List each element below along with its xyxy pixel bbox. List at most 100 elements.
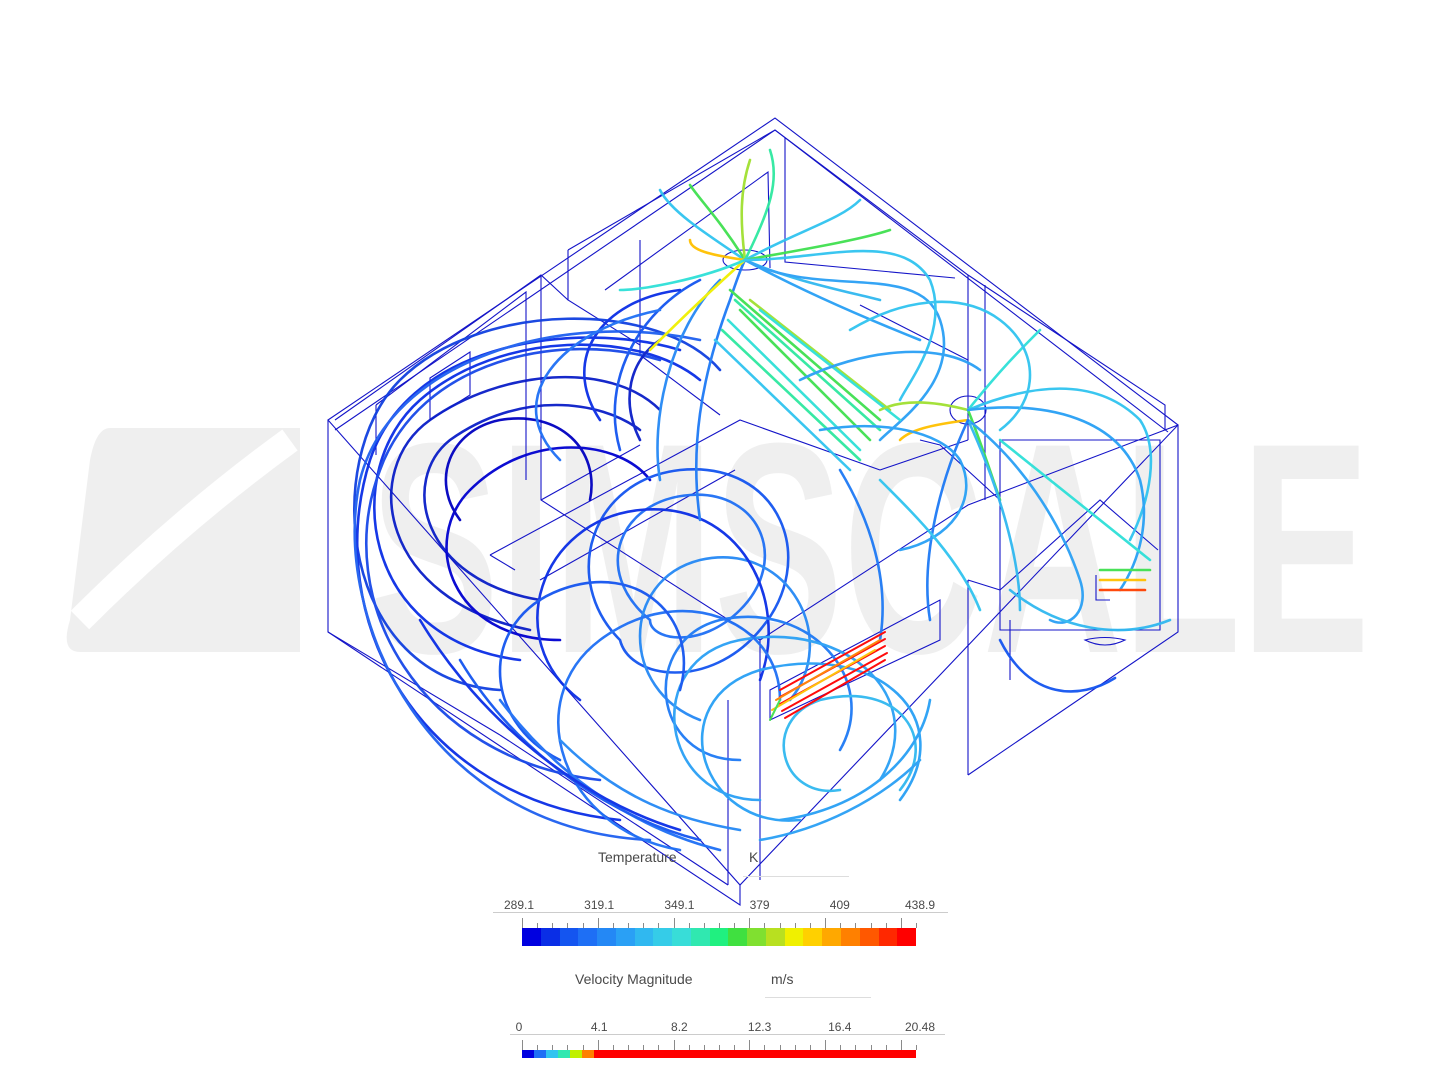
temperature-colorbar-segment [653,928,673,946]
temperature-minor-tick [567,923,569,928]
velocity-minor-tick [567,1045,569,1050]
velocity-minor-tick [764,1045,766,1050]
temperature-minor-tick [537,923,539,928]
temperature-tick-label: 379 [749,898,770,912]
temperature-major-tick [900,918,902,928]
velocity-colorbar-segment [808,1050,821,1058]
velocity-minor-tick [537,1045,539,1050]
temperature-colorbar-segment [878,928,898,946]
velocity-minor-tick [612,1045,614,1050]
velocity-colorbar [522,1050,916,1058]
velocity-minor-tick [809,1045,811,1050]
velocity-colorbar-segment [545,1050,558,1058]
velocity-minor-tick [870,1045,872,1050]
velocity-minor-tick [643,1045,645,1050]
velocity-major-tick [900,1040,902,1050]
velocity-colorbar-segment [784,1050,797,1058]
temperature-minor-tick [794,923,796,928]
temperature-colorbar-segment [597,928,616,946]
velocity-colorbar-segment [832,1050,845,1058]
temperature-colorbar-segment [841,928,860,946]
temperature-colorbar-segment [897,928,916,946]
velocity-minor-tick [582,1045,584,1050]
temperature-colorbar-segment [747,928,766,946]
temperature-colorbar-segment [522,928,541,946]
velocity-colorbar-segment [569,1050,582,1058]
temperature-colorbar-segment [822,928,842,946]
temperature-colorbar-segment [803,928,823,946]
temperature-minor-tick [658,923,660,928]
temperature-colorbar-segment [672,928,691,946]
temperature-tick-label: 409 [829,898,850,912]
temperature-legend-unit: K [749,849,759,865]
velocity-legend-title: Velocity Magnitude [575,971,693,987]
velocity-colorbar-segment [856,1050,869,1058]
velocity-unit-underline [765,997,871,998]
velocity-colorbar-segment [605,1050,618,1058]
velocity-tick-label: 20.48 [904,1020,936,1034]
velocity-colorbar-segment [760,1050,773,1058]
velocity-colorbar-segment [820,1050,833,1058]
velocity-colorbar-segment [904,1050,916,1058]
temperature-minor-tick [734,923,736,928]
velocity-major-tick [673,1040,675,1050]
velocity-minor-tick [840,1045,842,1050]
temperature-minor-tick [612,923,614,928]
temperature-tick-label: 438.9 [904,898,936,912]
velocity-minor-tick [779,1045,781,1050]
velocity-colorbar-segment [748,1050,761,1058]
velocity-colorbar-segment [557,1050,570,1058]
velocity-tick-label: 4.1 [590,1020,608,1034]
velocity-tick-label: 0 [515,1020,523,1034]
temperature-colorbar-segment [634,928,654,946]
velocity-minor-tick [628,1045,630,1050]
temperature-tick-label: 319.1 [584,898,615,912]
velocity-minor-tick [734,1045,736,1050]
temperature-tick-label: 349.1 [664,898,695,912]
temperature-major-tick [522,918,523,928]
temperature-colorbar-segment [559,928,579,946]
velocity-major-tick [749,1040,751,1050]
velocity-ticklabel-underline [510,1034,945,1035]
velocity-colorbar-segment [617,1050,630,1058]
velocity-colorbar-segment [713,1050,725,1058]
velocity-colorbar-segment [736,1050,749,1058]
watermark-logo: SIMSCALE [66,380,1370,716]
temperature-minor-tick [582,923,584,928]
geometry-wireframe [327,117,1179,907]
temperature-minor-tick [719,923,720,928]
temperature-colorbar-segment [540,928,560,946]
temperature-minor-tick [870,923,872,928]
velocity-colorbar-segment [880,1050,893,1058]
temperature-colorbar-segment [709,928,729,946]
velocity-major-tick [597,1040,599,1050]
temperature-minor-tick [809,923,811,928]
temperature-ticklabel-underline [493,912,948,913]
temperature-minor-tick [764,923,766,928]
velocity-legend-unit: m/s [771,971,794,987]
velocity-colorbar-segment [844,1050,857,1058]
velocity-colorbar-segment [677,1050,690,1058]
temperature-minor-tick [885,923,887,928]
velocity-colorbar-segment [796,1050,809,1058]
temperature-major-tick [749,918,751,928]
temperature-unit-underline [743,876,849,877]
velocity-colorbar-segment [892,1050,904,1058]
velocity-major-tick [825,1040,827,1050]
velocity-minor-tick [794,1045,796,1050]
temperature-colorbar-segment [859,928,879,946]
velocity-colorbar-segment [522,1050,534,1058]
velocity-minor-tick [855,1045,857,1050]
velocity-colorbar-segment [868,1050,881,1058]
velocity-colorbar-segment [701,1050,713,1058]
velocity-minor-tick [885,1045,887,1050]
temperature-colorbar-segment [765,928,785,946]
temperature-minor-tick [643,923,645,928]
watermark-text: SIMSCALE [370,380,1370,716]
velocity-minor-tick [688,1045,690,1050]
temperature-legend-title: Temperature [598,849,677,865]
velocity-colorbar-segment [665,1050,678,1058]
temperature-colorbar-segment [784,928,804,946]
watermark-logo-swoosh [70,429,298,630]
